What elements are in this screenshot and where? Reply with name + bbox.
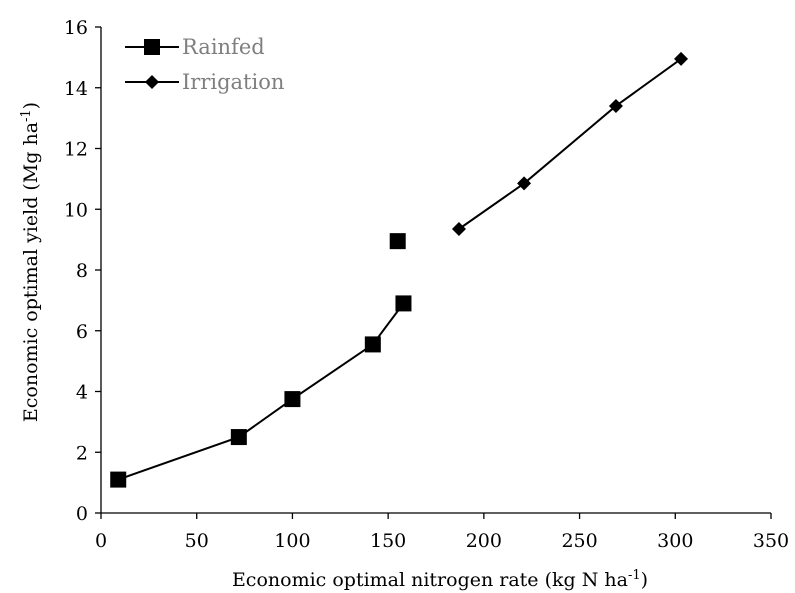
x-tick-label: 200 xyxy=(466,530,502,552)
data-point-irrigation xyxy=(674,51,689,66)
series-irrigation xyxy=(451,51,689,236)
x-tick-label: 150 xyxy=(370,530,406,552)
series-layer xyxy=(110,51,689,488)
y-tick-label: 2 xyxy=(76,442,88,464)
y-axis-title-main: Economic optimal yield (Mg ha xyxy=(20,122,42,422)
y-tick-label: 16 xyxy=(64,17,88,39)
legend-marker xyxy=(144,39,160,55)
x-tick-label: 350 xyxy=(753,530,789,552)
y-axis-title-end: ) xyxy=(20,102,42,109)
data-point-irrigation xyxy=(517,176,532,191)
series-line-irrigation xyxy=(458,58,682,230)
data-point-rainfed xyxy=(389,233,406,250)
data-point-irrigation xyxy=(608,98,623,113)
y-tick-label: 14 xyxy=(64,78,88,100)
x-axis-title-sup: -1 xyxy=(628,568,641,583)
legend-label: Rainfed xyxy=(182,35,265,59)
x-tick-label: 50 xyxy=(185,530,209,552)
data-point-rainfed xyxy=(364,336,381,353)
series-rainfed xyxy=(110,233,412,488)
data-point-rainfed xyxy=(110,471,127,488)
y-tick-label: 10 xyxy=(64,199,88,221)
legend: Rainfed Irrigation xyxy=(125,35,284,94)
x-tick-label: 300 xyxy=(657,530,693,552)
y-tick-label: 0 xyxy=(76,503,88,525)
x-tick-label: 100 xyxy=(274,530,310,552)
y-tick-label: 12 xyxy=(64,139,88,161)
x-axis-title: Economic optimal nitrogen rate (kg N ha-… xyxy=(232,568,648,591)
x-tick-label: 0 xyxy=(95,530,107,552)
axes: 0 2 4 6 8 10 12 14 16 0 50 100 150 200 250 300 350 xyxy=(64,17,789,552)
x-tick-label: 250 xyxy=(561,530,597,552)
legend-item-irrigation: Irrigation xyxy=(125,70,284,94)
data-point-rainfed xyxy=(230,429,247,446)
y-tick-label: 6 xyxy=(76,321,88,343)
legend-label: Irrigation xyxy=(182,70,284,94)
series-line-rainfed xyxy=(117,302,405,481)
data-point-rainfed xyxy=(284,391,301,408)
y-axis-title-sup: -1 xyxy=(19,109,34,122)
x-axis-title-end: ) xyxy=(641,569,648,591)
data-point-irrigation xyxy=(451,221,466,236)
y-axis-title: Economic optimal yield (Mg ha-1) xyxy=(19,102,42,422)
data-point-rainfed xyxy=(395,295,412,312)
y-tick-label: 8 xyxy=(76,260,88,282)
y-tick-label: 4 xyxy=(76,382,88,404)
legend-marker xyxy=(145,75,159,89)
legend-item-rainfed: Rainfed xyxy=(125,35,265,59)
x-axis-title-main: Economic optimal nitrogen rate (kg N ha xyxy=(232,569,628,591)
